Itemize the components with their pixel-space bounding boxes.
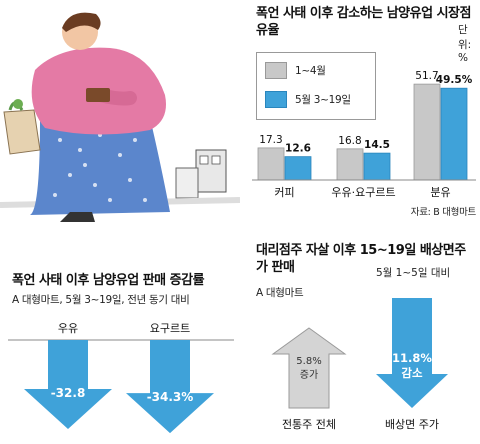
category-label: 배상면 주가: [385, 418, 439, 431]
chart-title: 폭언 사태 이후 감소하는 남양유업 시장점유율: [256, 6, 471, 38]
chart-subtitle: A 대형마트, 5월 3~19일, 전년 동기 대비: [12, 294, 190, 306]
category-label: 요구르트: [150, 322, 190, 335]
down-arrow-1: [126, 340, 214, 434]
value-label: 5.8%: [296, 356, 321, 367]
chart-note: A 대형마트: [256, 287, 304, 299]
bar-value-label: 17.3: [259, 134, 282, 146]
category-label: 우유·요구르트: [331, 186, 395, 199]
value-label-word: 감소: [401, 366, 423, 380]
chart-title-block: 폭언 사태 이후 감소하는 남양유업 시장점유율: [256, 5, 478, 39]
legend-swatch-blue: [265, 91, 287, 108]
bar-value-label: 12.6: [285, 143, 311, 155]
bar-jan-apr-2: [413, 83, 441, 181]
value-label: -34.3%: [147, 390, 194, 404]
bar-value-label: 16.8: [338, 135, 361, 147]
legend-label-1: 1~4월: [295, 65, 326, 77]
bar-value-label: 14.5: [364, 139, 390, 151]
value-label-word: 증가: [300, 369, 318, 381]
bar-value-label: 51.7: [415, 70, 438, 82]
chart-subtitle: 5월 1~5일 대비: [376, 267, 451, 279]
bar-value-label: 49.5%: [436, 74, 473, 86]
down-arrow-0: [24, 340, 112, 430]
chart-title: 폭언 사태 이후 남양유업 판매 증감률: [12, 273, 205, 288]
bar-may-1: [363, 152, 391, 181]
category-label: 커피: [274, 186, 294, 199]
bar-may-0: [284, 156, 312, 181]
shopper-illustration-svg: [0, 12, 241, 222]
category-label: 전통주 전체: [282, 418, 336, 431]
sales-change-chart: 폭언 사태 이후 남양유업 판매 증감률 A 대형마트, 5월 3~19일, 전…: [0, 262, 240, 444]
legend: 1~4월 5월 3~19일: [256, 52, 376, 120]
chart-title: 대리점주 자살 이후 15~19일 배상면주가 판매: [256, 243, 466, 275]
unit-label: 단위: %: [458, 24, 472, 64]
illustration-shopper: [0, 0, 241, 222]
bar-jan-apr-0: [257, 147, 285, 181]
legend-swatch-gray: [265, 62, 287, 79]
up-arrow-0: [271, 327, 347, 409]
down-arrow-1: [376, 298, 448, 408]
category-label: 분유: [430, 186, 450, 199]
market-share-bars: 17.312.6 커피 16.8 14.5 우유·요구르트 51.749.5% 분유: [252, 70, 476, 199]
bar-may-2: [440, 87, 468, 181]
bar-jan-apr-1: [336, 148, 364, 181]
sales-change-arrows: 우유 -32.8 요구르트 -34.3%: [8, 322, 234, 434]
market-share-chart: 폭언 사태 이후 감소하는 남양유업 시장점유율 단위: % 1~4월 5월 3…: [244, 0, 480, 222]
legend-label-2: 5월 3~19일: [295, 94, 351, 106]
source-note: 자료: B 대형마트: [410, 207, 477, 218]
value-label: -32.8: [51, 386, 86, 400]
category-label: 우유: [58, 322, 78, 335]
value-label: 11.8%: [392, 351, 432, 365]
liquor-sales-chart: 대리점주 자살 이후 15~19일 배상면주가 판매 5월 1~5일 대비 A …: [244, 236, 480, 444]
